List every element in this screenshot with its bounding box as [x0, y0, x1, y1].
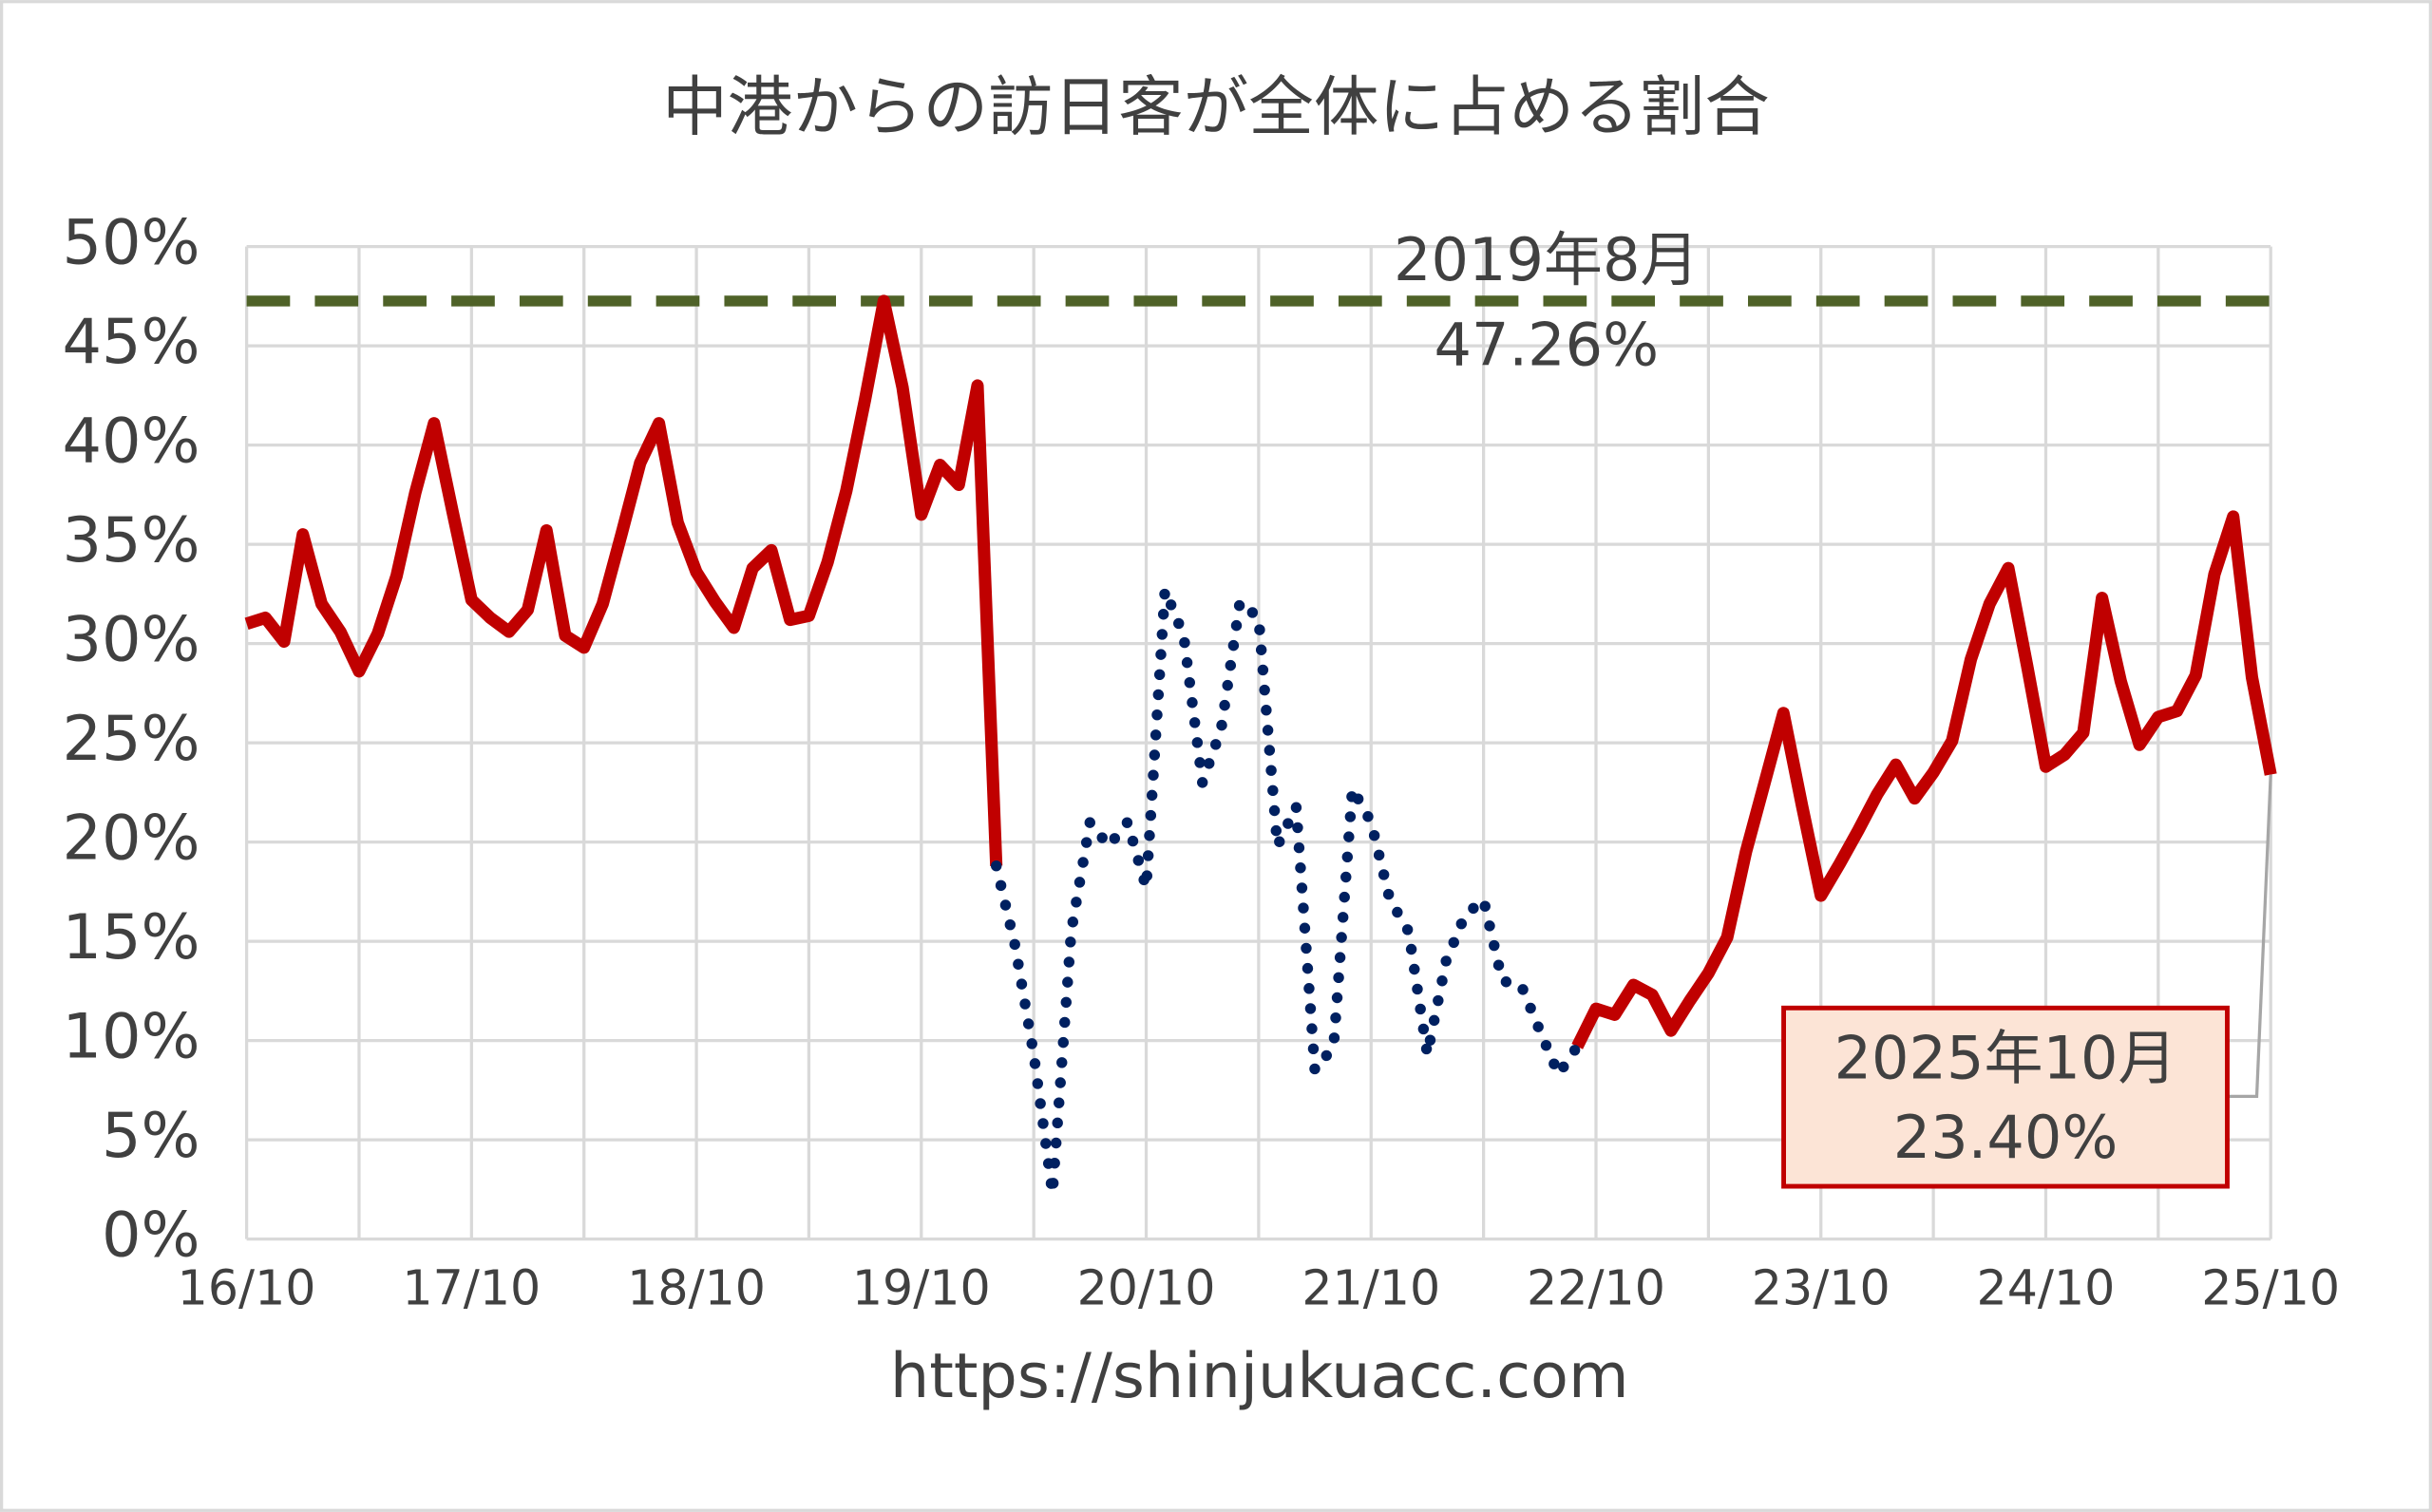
y-tick-label: 25% [62, 703, 200, 775]
y-tick-label: 45% [62, 306, 200, 378]
y-tick-label: 50% [62, 207, 200, 279]
reference-label: 2019年8月 [1394, 225, 1699, 294]
x-tick-label: 24/10 [1977, 1260, 2116, 1316]
series-line [990, 584, 1583, 1200]
callout-label: 2025年10月 [1834, 1024, 2177, 1093]
y-tick-label: 30% [62, 604, 200, 676]
reference-value-label: 47.26% [1434, 311, 1659, 380]
series-line [244, 294, 2277, 1049]
x-tick-label: 25/10 [2201, 1260, 2340, 1316]
y-tick-label: 40% [62, 406, 200, 478]
callout-value-label: 23.40% [1893, 1103, 2118, 1172]
y-tick-label: 35% [62, 504, 200, 576]
y-tick-label: 20% [62, 803, 200, 875]
x-tick-label: 21/10 [1302, 1260, 1440, 1316]
chart-title: 中港からの訪日客が全体に占める割合 [662, 70, 1770, 146]
x-tick-label: 17/10 [402, 1260, 541, 1316]
y-tick-label: 10% [62, 1001, 200, 1073]
x-tick-label: 18/10 [627, 1260, 766, 1316]
x-tick-label: 19/10 [852, 1260, 991, 1316]
x-tick-label: 20/10 [1077, 1260, 1216, 1316]
callout-box [1781, 1005, 2230, 1189]
y-tick-label: 15% [62, 901, 200, 973]
x-tick-label: 22/10 [1527, 1260, 1665, 1316]
x-axis-label: https://shinjukuacc.com [890, 1340, 1629, 1412]
x-tick-label: 23/10 [1752, 1260, 1890, 1316]
callout-leader [2227, 774, 2272, 1098]
y-tick-label: 5% [102, 1100, 200, 1172]
y-tick-label: 0% [102, 1200, 200, 1272]
x-tick-label: 16/10 [178, 1260, 316, 1316]
